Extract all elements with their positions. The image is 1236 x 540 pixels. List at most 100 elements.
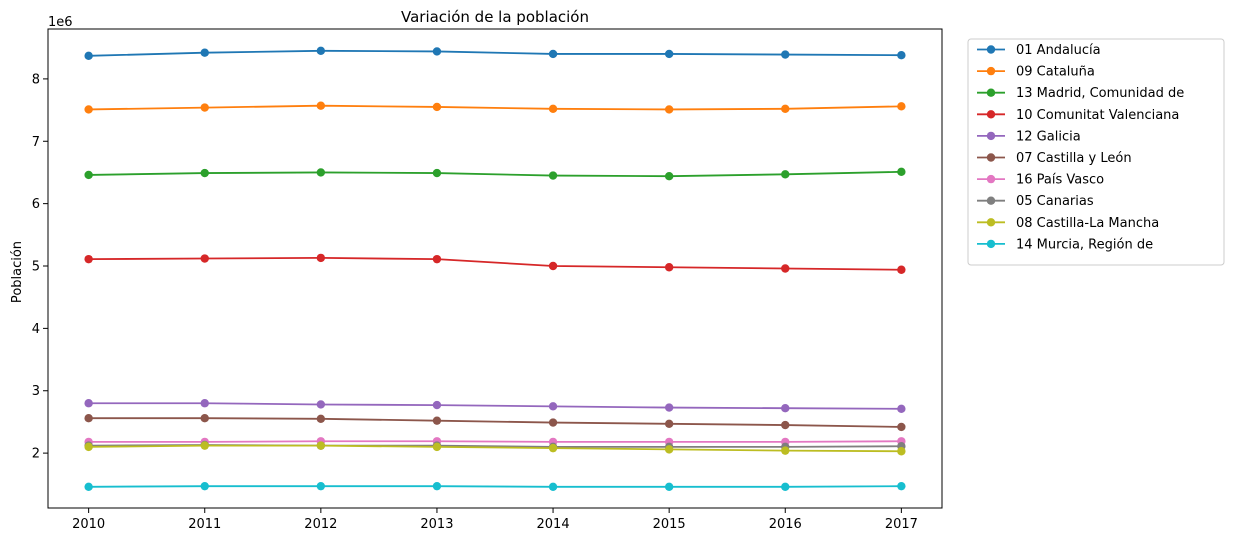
data-point [548, 482, 558, 491]
x-tick-label: 2012 [304, 517, 337, 532]
data-point [200, 103, 209, 112]
x-axis: 2010 2011 2012 2013 2014 2015 2016 2017 [72, 508, 918, 532]
data-point [316, 400, 326, 409]
legend-marker [986, 66, 996, 76]
legend-marker [986, 196, 996, 205]
legend-item: 09 Cataluña [977, 65, 1095, 80]
plot-area [84, 46, 906, 491]
legend-item: 05 Canarias [977, 194, 1094, 209]
data-point [432, 481, 442, 491]
data-point [432, 400, 442, 410]
data-point [316, 414, 326, 424]
legend-marker [986, 45, 996, 54]
data-point [84, 482, 93, 491]
data-point [316, 101, 326, 110]
series-line [88, 417, 902, 428]
x-tick-label: 2016 [769, 517, 802, 532]
legend-label: 01 Andalucía [1016, 43, 1101, 58]
legend-label: 12 Galicia [1016, 129, 1081, 144]
x-tick-label: 2017 [885, 517, 918, 532]
data-point [200, 413, 209, 423]
data-point [548, 49, 558, 59]
data-point [897, 102, 906, 111]
series-line [88, 444, 902, 453]
legend-marker [986, 88, 996, 97]
data-point [897, 404, 906, 414]
x-tick-label: 2011 [188, 517, 221, 532]
data-point [897, 265, 906, 274]
y-tick-label: 8 [32, 72, 40, 87]
chart-title: Variación de la población [401, 8, 589, 26]
legend-label: 07 Castilla y León [1016, 151, 1132, 166]
data-point [84, 442, 93, 452]
series-line [88, 485, 902, 488]
data-point [316, 481, 326, 491]
data-point [200, 441, 209, 450]
data-point [548, 443, 558, 453]
data-point [897, 447, 906, 456]
data-point [664, 171, 674, 181]
data-point [84, 170, 93, 180]
series-4 [84, 399, 906, 414]
series-line [88, 170, 902, 178]
series-line [88, 104, 902, 111]
legend-label: 09 Cataluña [1016, 65, 1095, 80]
data-point [897, 481, 906, 491]
legend-item: 16 País Vasco [977, 173, 1104, 188]
legend-item: 01 Andalucía [977, 43, 1101, 58]
data-point [781, 264, 790, 273]
legend-item: 10 Comunitat Valenciana [977, 108, 1179, 123]
data-point [664, 105, 674, 114]
y-tick-label: 6 [32, 197, 40, 212]
legend-label: 10 Comunitat Valenciana [1016, 108, 1179, 123]
legend-item: 14 Murcia, Región de [977, 237, 1153, 252]
series-8 [84, 441, 906, 456]
data-point [200, 481, 209, 491]
data-point [548, 104, 558, 114]
legend-label: 14 Murcia, Región de [1016, 237, 1153, 252]
data-point [664, 419, 674, 429]
data-point [200, 48, 209, 57]
series-9 [84, 481, 906, 491]
legend-item: 07 Castilla y León [977, 151, 1132, 166]
legend-label: 16 País Vasco [1016, 173, 1104, 188]
legend: 01 Andalucía 09 Cataluña 13 Madrid, Comuni… [967, 38, 1225, 266]
data-point [664, 263, 674, 272]
y-axis-label: Población [10, 241, 25, 303]
data-point [781, 420, 790, 430]
legend-marker [986, 174, 996, 184]
data-point [200, 168, 209, 178]
data-point [432, 416, 442, 425]
y-tick-label: 5 [32, 260, 40, 275]
data-point [548, 171, 558, 180]
data-point [781, 482, 790, 491]
data-point [548, 402, 558, 411]
y-tick-label: 3 [32, 384, 40, 399]
data-point [316, 46, 326, 56]
data-point [664, 482, 674, 491]
data-point [316, 441, 326, 450]
series-1 [84, 101, 906, 114]
x-tick-label: 2015 [653, 517, 686, 532]
y-axis: 2 3 4 5 6 7 8 [32, 72, 48, 462]
legend-marker [986, 131, 996, 141]
data-point [781, 50, 790, 59]
data-point [316, 253, 326, 263]
data-point [664, 403, 674, 412]
legend-item: 13 Madrid, Comunidad de [977, 86, 1184, 101]
series-line [88, 402, 902, 410]
series-3 [84, 253, 906, 274]
legend-marker [986, 153, 996, 162]
data-point [664, 445, 674, 454]
data-point [200, 399, 209, 408]
series-line [88, 440, 902, 443]
legend-label: 08 Castilla-La Mancha [1016, 216, 1159, 231]
data-point [84, 105, 93, 114]
data-point [548, 261, 558, 271]
legend-label: 13 Madrid, Comunidad de [1016, 86, 1184, 101]
data-point [84, 254, 93, 264]
plot-frame [47, 28, 943, 509]
series-line [88, 256, 902, 271]
legend-marker [986, 239, 996, 249]
